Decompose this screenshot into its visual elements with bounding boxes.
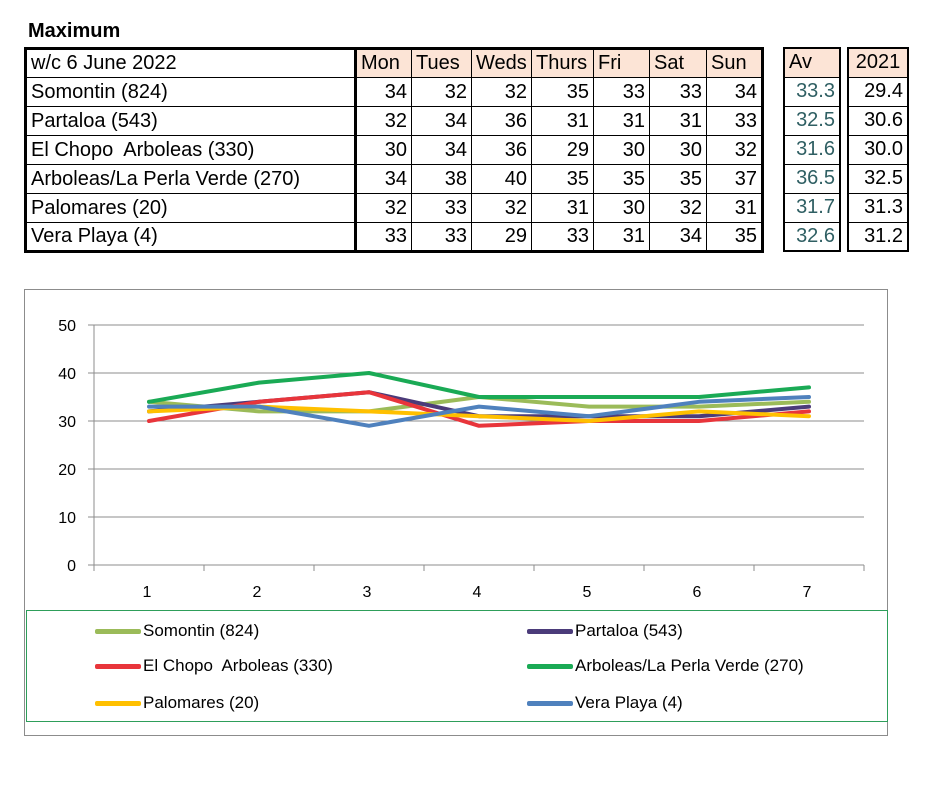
table-cell: 32 bbox=[706, 135, 764, 165]
table-cell: 30 bbox=[593, 193, 650, 223]
table-cell: 34 bbox=[649, 222, 707, 253]
column-header: Thurs bbox=[531, 47, 594, 78]
average-table: Av 33.3 32.5 31.6 36.5 31.7 32.6 bbox=[783, 47, 841, 252]
station-name: El Chopo Arboleas (330) bbox=[24, 135, 357, 165]
x-tick-label: 4 bbox=[473, 584, 482, 601]
x-tick-label: 2 bbox=[253, 584, 262, 601]
table-cell: 30 bbox=[355, 135, 412, 165]
legend-item: Palomares (20) bbox=[95, 693, 259, 713]
legend-swatch bbox=[95, 663, 141, 669]
y-tick-label: 0 bbox=[67, 558, 76, 575]
table-row: El Chopo Arboleas (330) 30 34 36 29 30 3… bbox=[24, 135, 764, 165]
legend-swatch bbox=[527, 700, 573, 706]
y-tick-label: 20 bbox=[58, 462, 76, 479]
legend-label: Palomares (20) bbox=[143, 693, 260, 712]
year-2021-header: 2021 bbox=[847, 47, 909, 78]
chart-frame bbox=[24, 289, 888, 736]
table-cell: 36 bbox=[471, 106, 532, 136]
year-2021-cell: 32.5 bbox=[847, 163, 909, 194]
table-cell: 33 bbox=[411, 222, 472, 253]
legend-item: El Chopo Arboleas (330) bbox=[95, 656, 333, 676]
legend-swatch bbox=[95, 700, 141, 706]
legend-item: Somontin (824) bbox=[95, 621, 259, 641]
table-row: Vera Playa (4) 33 33 29 33 31 34 35 bbox=[24, 222, 764, 253]
year-2021-cell: 30.6 bbox=[847, 105, 909, 136]
series-line-3 bbox=[147, 390, 811, 428]
table-cell: 34 bbox=[355, 77, 412, 107]
legend-label: Somontin (824) bbox=[143, 621, 260, 640]
table-cell: 33 bbox=[593, 77, 650, 107]
table-cell: 40 bbox=[471, 164, 532, 194]
table-cell: 32 bbox=[355, 106, 412, 136]
table-cell: 30 bbox=[649, 135, 707, 165]
table-cell: 32 bbox=[471, 77, 532, 107]
year-2021-cell: 29.4 bbox=[847, 76, 909, 107]
page-title: Maximum bbox=[28, 20, 121, 42]
legend-label: Arboleas/La Perla Verde (270) bbox=[575, 656, 804, 675]
column-header: Sun bbox=[706, 47, 764, 78]
legend-label: El Chopo Arboleas (330) bbox=[143, 656, 333, 675]
legend-swatch bbox=[95, 628, 141, 634]
table-cell: 31 bbox=[531, 193, 594, 223]
year-2021-cell: 31.3 bbox=[847, 192, 909, 223]
year-2021-cell: 31.2 bbox=[847, 221, 909, 252]
column-header: Fri bbox=[593, 47, 650, 78]
average-cell: 31.7 bbox=[783, 192, 841, 223]
x-tick-label: 5 bbox=[583, 584, 592, 601]
x-tick-label: 6 bbox=[693, 584, 702, 601]
table-cell: 31 bbox=[593, 106, 650, 136]
series-line-6 bbox=[147, 395, 811, 428]
y-tick-label: 30 bbox=[58, 414, 76, 431]
average-cell: 36.5 bbox=[783, 163, 841, 194]
column-header: Weds bbox=[471, 47, 532, 78]
average-cell: 31.6 bbox=[783, 134, 841, 165]
y-tick-label: 10 bbox=[58, 510, 76, 527]
temperature-table: w/c 6 June 2022 Mon Tues Weds Thurs Fri … bbox=[24, 47, 764, 253]
legend-swatch bbox=[527, 628, 573, 634]
legend-label: Vera Playa (4) bbox=[575, 693, 683, 712]
column-header: Tues bbox=[411, 47, 472, 78]
table-cell: 29 bbox=[471, 222, 532, 253]
table-cell: 33 bbox=[531, 222, 594, 253]
legend-item: Arboleas/La Perla Verde (270) bbox=[527, 656, 804, 676]
table-header-row: w/c 6 June 2022 Mon Tues Weds Thurs Fri … bbox=[24, 47, 764, 78]
table-cell: 33 bbox=[649, 77, 707, 107]
legend-item: Partaloa (543) bbox=[527, 621, 683, 641]
average-header: Av bbox=[783, 47, 841, 78]
table-cell: 37 bbox=[706, 164, 764, 194]
y-tick-label: 40 bbox=[58, 366, 76, 383]
station-name: Somontin (824) bbox=[24, 77, 357, 107]
legend-swatch bbox=[527, 663, 573, 669]
legend-label: Partaloa (543) bbox=[575, 621, 683, 640]
x-tick-label: 1 bbox=[143, 584, 152, 601]
y-tick-label: 50 bbox=[58, 318, 76, 335]
chart-legend: Somontin (824) Partaloa (543) El Chopo A… bbox=[26, 610, 888, 722]
table-cell: 31 bbox=[649, 106, 707, 136]
x-tick-label: 7 bbox=[803, 584, 812, 601]
column-header: Sat bbox=[649, 47, 707, 78]
year-2021-table: 2021 29.4 30.6 30.0 32.5 31.3 31.2 bbox=[847, 47, 909, 252]
table-cell: 32 bbox=[471, 193, 532, 223]
x-tick-label: 3 bbox=[363, 584, 372, 601]
average-cell: 32.6 bbox=[783, 221, 841, 252]
table-cell: 32 bbox=[355, 193, 412, 223]
table-cell: 34 bbox=[355, 164, 412, 194]
station-name: Vera Playa (4) bbox=[24, 222, 357, 253]
table-cell: 35 bbox=[706, 222, 764, 253]
table-cell: 29 bbox=[531, 135, 594, 165]
week-label: w/c 6 June 2022 bbox=[24, 47, 357, 78]
series-line-4 bbox=[147, 371, 811, 404]
legend-item: Vera Playa (4) bbox=[527, 693, 683, 713]
